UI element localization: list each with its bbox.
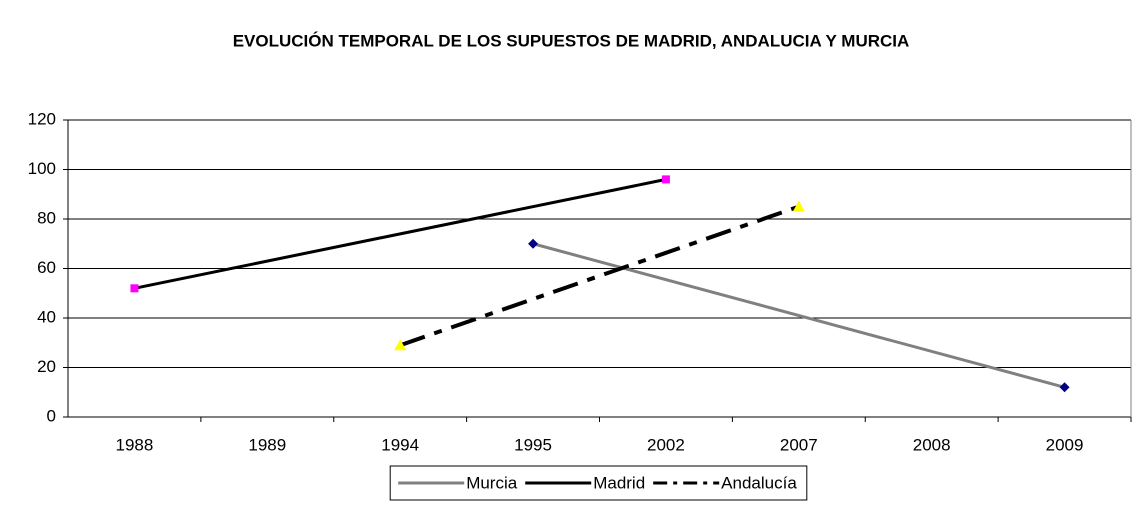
y-tick-label: 120 [28,109,56,128]
point-marker [528,238,539,249]
legend-label: Madrid [593,473,645,492]
series-line [134,177,667,290]
x-tick-label: 2008 [913,435,951,454]
x-tick-label: 1989 [248,435,286,454]
x-tick-label: 2009 [1046,435,1084,454]
y-tick-label: 100 [28,159,56,178]
series-line [399,204,800,348]
x-tick-label: 1994 [381,435,419,454]
point-marker [394,339,407,351]
legend-label: Andalucía [721,473,797,492]
chart-title: EVOLUCIÓN TEMPORAL DE LOS SUPUESTOS DE M… [233,31,910,50]
point-marker [792,200,805,212]
x-tick-label: 2002 [647,435,685,454]
y-tick-label: 40 [37,307,56,326]
x-tick-label: 1995 [514,435,552,454]
x-tick-label: 1988 [116,435,154,454]
legend-label: Murcia [466,473,518,492]
point-marker [130,284,139,293]
point-marker [1059,382,1070,393]
y-tick-label: 0 [47,406,56,425]
y-tick-label: 60 [37,258,56,277]
y-tick-label: 20 [37,357,56,376]
y-tick-label: 80 [37,208,56,227]
point-marker [661,175,670,184]
x-tick-label: 2007 [780,435,818,454]
